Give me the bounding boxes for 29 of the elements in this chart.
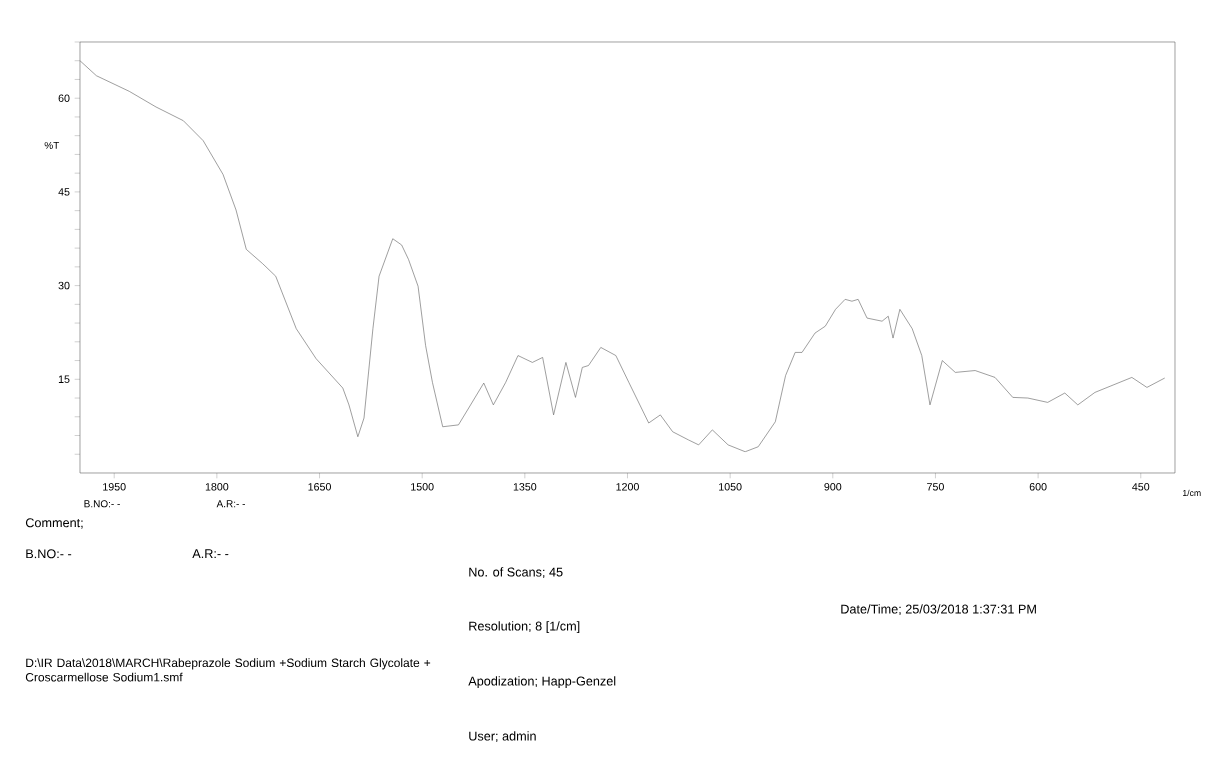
text: B.NO:- - [84,500,120,508]
x-tick-label: 450 [1132,483,1150,491]
x-tick-label: 750 [927,483,944,491]
text: D:\IR Data\2018\MARCH\Rabeprazole Sodium +Sodium Starch Glycolate + Croscarmellose Sodium1.smf [25,658,431,682]
text: User; admin [469,731,536,743]
y-axis-title: %T [44,141,60,149]
text: A.R:- - [192,549,229,558]
text: A.R:- - [216,500,245,508]
text: Comment; [25,518,83,529]
text: Resolution; 8 [1/cm] [469,621,580,634]
x-tick-label: 1350 [513,483,537,491]
x-tick-label: 1200 [616,483,639,491]
x-tick-label: 1500 [411,483,434,491]
x-tick-label: 1950 [103,483,126,491]
text: No. of Scans; 45 [469,567,563,579]
y-tick-label: 45 [58,188,70,196]
x-axis-title: 1/cm [1183,489,1201,497]
x-tick-label: 900 [824,483,842,491]
x-tick-label: 600 [1029,483,1047,491]
text: Date/Time; 25/03/2018 1:37:31 PM [841,604,1036,616]
x-tick-label: 1050 [719,483,742,491]
x-tick-label: 1650 [308,483,331,491]
text: Apodization; Happ-Genzel [468,676,616,689]
y-tick-label: 60 [58,94,70,102]
text: B.NO:- - [26,549,72,559]
x-tick-label: 1800 [205,483,229,491]
y-tick-label: 30 [58,281,70,290]
line-series [80,60,1166,453]
y-tick-label: 15 [58,375,70,384]
